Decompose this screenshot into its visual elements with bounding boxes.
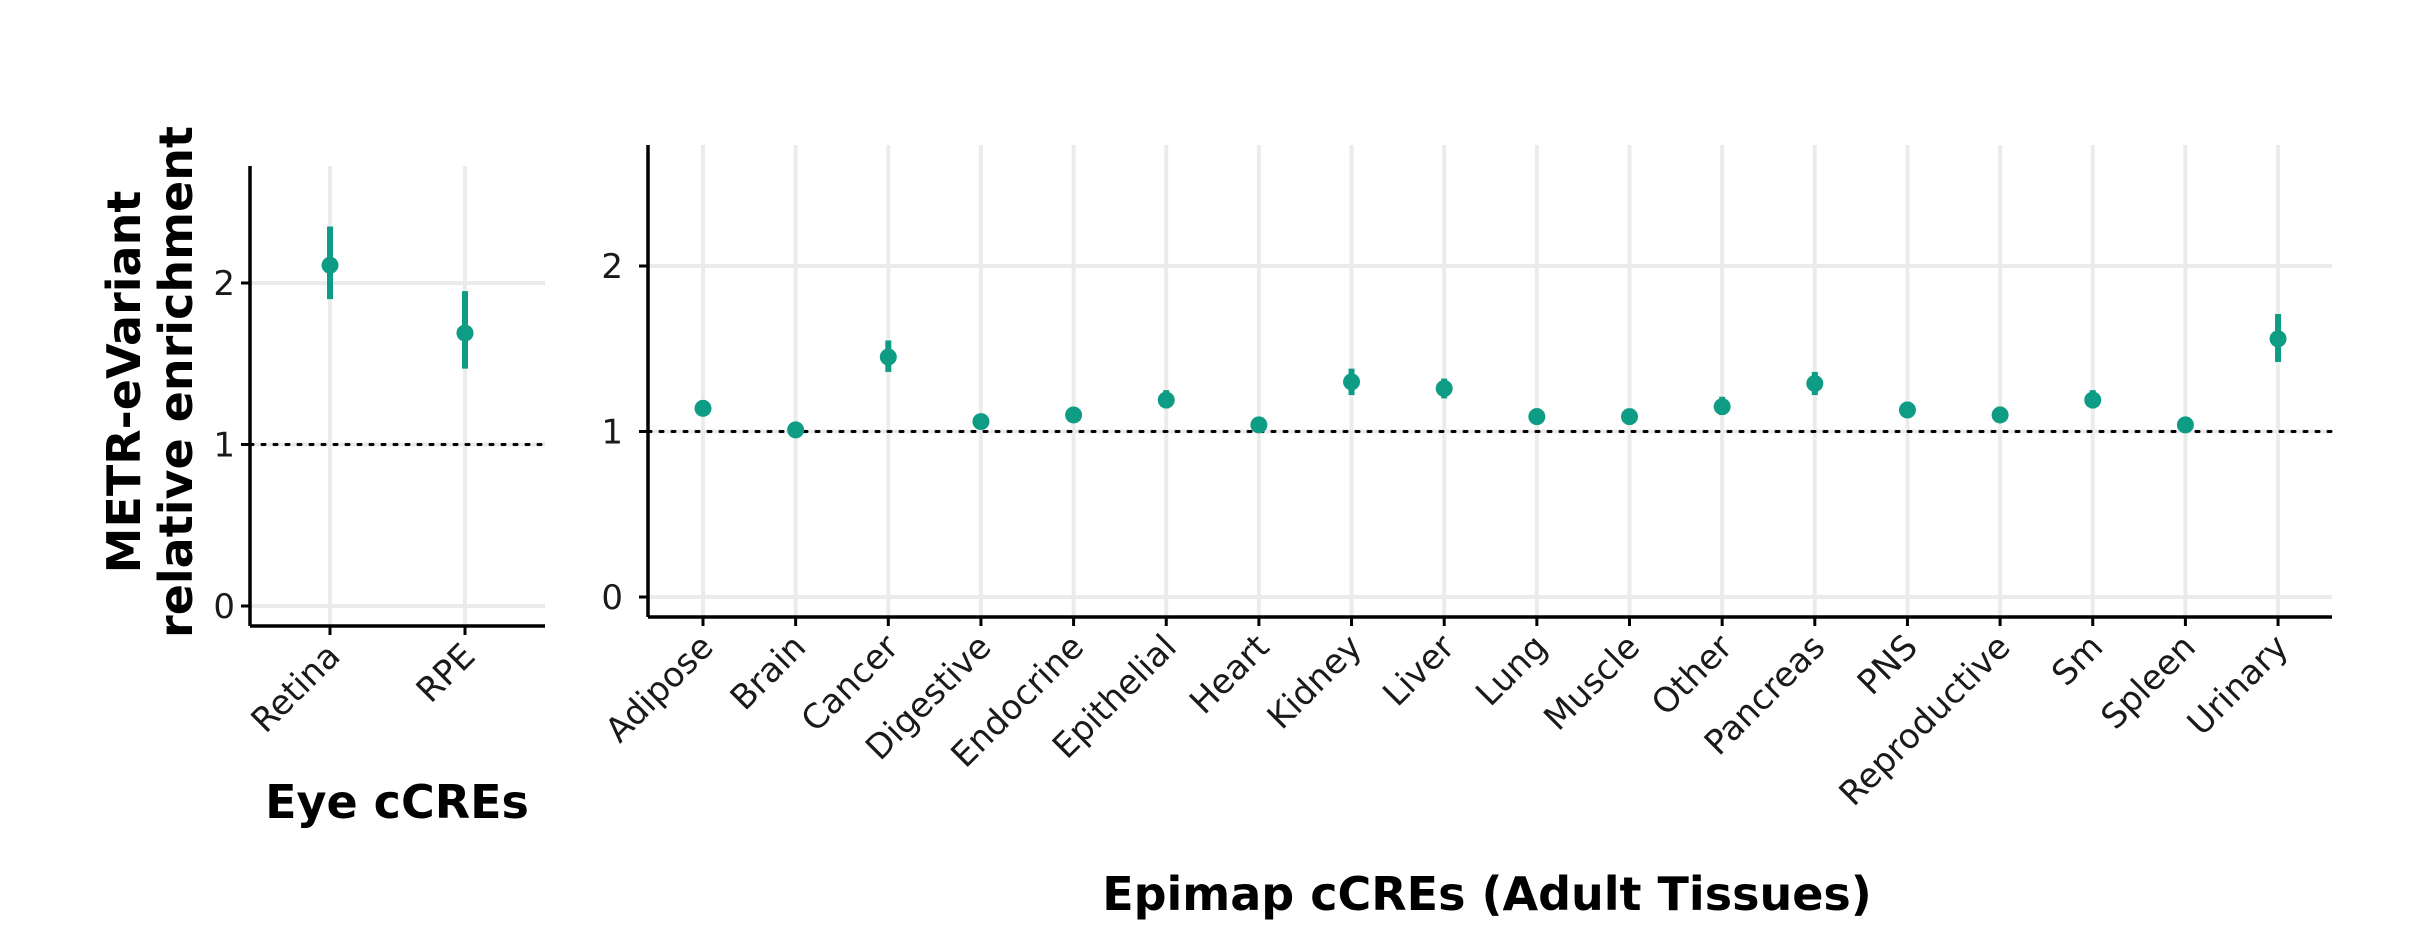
y-tick-label: 0: [601, 578, 623, 618]
data-point: [1343, 373, 1361, 391]
data-point: [694, 399, 712, 417]
y-axis-title: METR-eVariantrelative enrichment: [97, 126, 203, 638]
x-tick-label: Sm: [2044, 627, 2111, 694]
y-tick-label: 2: [601, 247, 623, 287]
data-point: [2084, 391, 2102, 409]
x-tick-label: RPE: [409, 636, 484, 711]
eye-x-axis-title: Eye cCREs: [265, 775, 529, 829]
data-point: [456, 324, 474, 342]
data-point: [1250, 416, 1268, 434]
x-tick-label: Muscle: [1536, 627, 1647, 738]
data-point: [787, 421, 805, 439]
data-point: [321, 256, 339, 274]
data-point: [1806, 375, 1824, 393]
data-point: [972, 413, 990, 431]
data-point: [2269, 330, 2287, 348]
y-axis-title-line: relative enrichment: [149, 126, 203, 638]
y-tick-label: 2: [213, 264, 235, 304]
x-tick-label: Adipose: [598, 627, 722, 751]
data-point: [1157, 391, 1175, 409]
data-point: [1065, 406, 1083, 424]
data-point: [2176, 416, 2194, 434]
data-point: [1898, 401, 1916, 419]
data-point: [1435, 379, 1453, 397]
x-tick-label: PNS: [1850, 627, 1926, 703]
x-tick-label: Retina: [244, 636, 349, 741]
epimap-x-axis-title: Epimap cCREs (Adult Tissues): [1102, 867, 1872, 921]
x-tick-label: Kidney: [1260, 627, 1370, 737]
y-tick-label: 1: [213, 426, 235, 466]
data-point: [1713, 398, 1731, 416]
data-point: [879, 348, 897, 366]
y-tick-label: 0: [213, 587, 235, 627]
data-point: [1528, 408, 1546, 426]
y-axis-title-line: METR-eVariant: [97, 191, 151, 574]
eye-ccres-panel: 0 1 2 Retina RPE: [213, 166, 547, 741]
data-point: [1621, 408, 1638, 426]
x-tick-label: Liver: [1375, 627, 1462, 714]
x-tick-label: Urinary: [2180, 627, 2297, 744]
data-point: [1991, 406, 2009, 424]
x-tick-label: Lung: [1468, 627, 1555, 714]
y-tick-label: 1: [601, 413, 623, 453]
